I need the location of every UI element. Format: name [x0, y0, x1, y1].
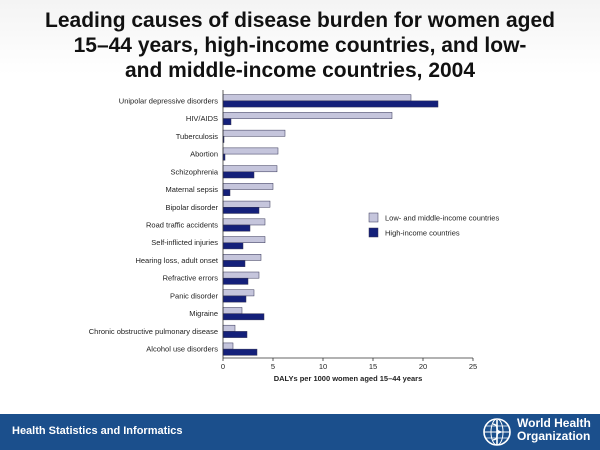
bar-lmic-7 [222, 218, 266, 226]
bar-high-income-0 [222, 100, 439, 108]
org-name: World Health Organization [517, 417, 591, 443]
x-tick-label-1: 5 [271, 362, 275, 371]
bar-high-income-6 [222, 207, 260, 214]
x-tick-label-3: 15 [369, 362, 377, 371]
category-label-0: Unipolar depressive disorders [119, 96, 218, 105]
category-label-13: Chronic obstructive pulmonary disease [89, 327, 218, 336]
bar-lmic-12 [222, 307, 243, 314]
bar-high-income-5 [222, 189, 231, 196]
bar-lmic-10 [222, 271, 260, 279]
bar-lmic-8 [222, 236, 266, 243]
category-label-11: Panic disorder [170, 291, 218, 300]
bar-lmic-5 [222, 183, 274, 190]
category-label-2: Tuberculosis [176, 132, 218, 141]
category-label-7: Road traffic accidents [146, 221, 218, 230]
bar-high-income-7 [222, 224, 251, 232]
x-tick-label-0: 0 [221, 362, 225, 371]
bar-lmic-6 [222, 200, 271, 208]
x-tick-label-4: 20 [419, 362, 427, 371]
bar-high-income-13 [222, 331, 248, 338]
x-tick-label-5: 25 [469, 362, 477, 371]
bar-lmic-14 [222, 342, 234, 350]
bar-lmic-13 [222, 324, 236, 332]
bar-lmic-9 [222, 254, 262, 261]
title-line-1: Leading causes of disease burden for wom… [45, 9, 555, 32]
category-label-6: Bipolar disorder [165, 203, 218, 212]
bar-lmic-11 [222, 289, 255, 297]
bar-high-income-10 [222, 277, 249, 285]
bar-high-income-4 [222, 171, 255, 179]
bar-high-income-8 [222, 242, 244, 250]
slide-background [0, 0, 600, 414]
bar-high-income-1 [222, 118, 232, 126]
legend-swatch-1 [368, 227, 379, 238]
category-label-5: Maternal sepsis [165, 185, 218, 194]
category-label-10: Refractive errors [163, 274, 219, 283]
bar-high-income-12 [222, 313, 265, 321]
legend-swatch-0 [368, 212, 379, 223]
footer-text: Health Statistics and Informatics [12, 425, 183, 437]
who-logo-icon [483, 418, 511, 446]
bar-lmic-1 [222, 112, 393, 119]
org-name-line-2: Organization [517, 429, 591, 443]
x-axis-label: DALYs per 1000 women aged 15–44 years [274, 374, 423, 383]
legend-label-0: Low- and middle-income countries [385, 214, 499, 223]
x-axis: 0 5 10 15 20 25 DALYs per 1000 women aged 15–4… [221, 90, 477, 383]
category-label-12: Migraine [189, 309, 218, 318]
bars-group [222, 94, 439, 356]
org-name-line-1: World Health [517, 416, 591, 430]
category-label-1: HIV/AIDS [186, 114, 218, 123]
category-label-3: Abortion [190, 150, 218, 159]
legend-label-1: High-income countries [385, 229, 460, 238]
bar-lmic-0 [222, 94, 412, 102]
bar-lmic-2 [222, 129, 286, 137]
slide-title: Leading causes of disease burden for wom… [20, 8, 580, 83]
x-tick-label-2: 10 [319, 362, 327, 371]
title-line-3: and middle-income countries, 2004 [124, 59, 476, 82]
category-label-9: Hearing loss, adult onset [135, 256, 218, 265]
bar-chart: Unipolar depressive disorders HIV/AIDS Tub… [89, 90, 499, 383]
bar-high-income-11 [222, 295, 247, 303]
title-line-2: 15–44 years, high-income countries, and … [73, 34, 527, 57]
bar-lmic-3 [222, 147, 279, 155]
category-label-14: Alcohol use disorders [146, 345, 218, 354]
legend: Low- and middle-income countries High-inc… [368, 212, 499, 238]
bar-high-income-9 [222, 260, 246, 267]
bar-high-income-14 [222, 348, 258, 356]
category-labels: Unipolar depressive disorders HIV/AIDS Tub… [89, 96, 219, 353]
category-label-8: Self-inflicted injuries [151, 238, 218, 247]
category-label-4: Schizophrenia [170, 167, 218, 176]
bar-lmic-4 [222, 165, 278, 173]
